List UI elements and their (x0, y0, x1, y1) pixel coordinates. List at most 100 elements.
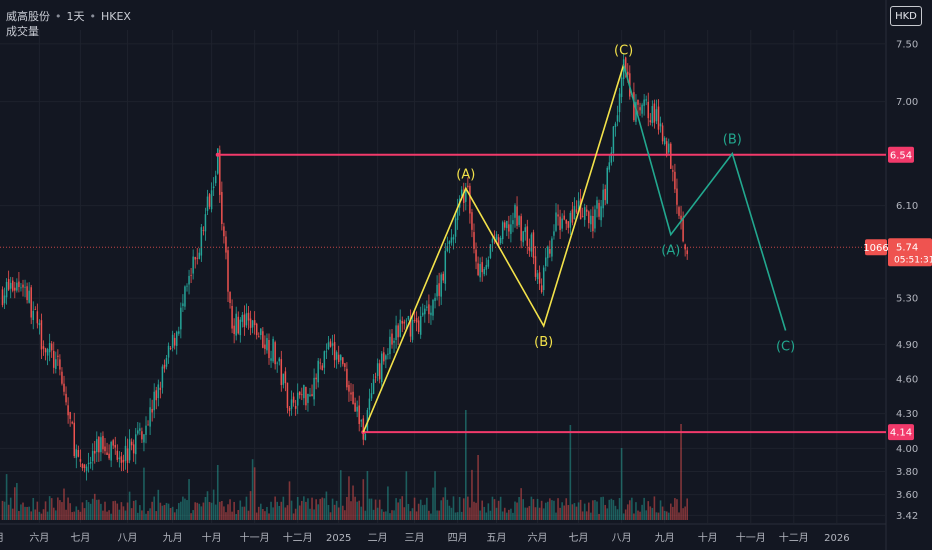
time-tick-label: 五月 (487, 532, 507, 544)
candle-body (424, 308, 426, 315)
candle-body (171, 334, 174, 348)
volume-bar (629, 500, 631, 520)
wave-label-teal[interactable]: (C) (776, 339, 795, 354)
volume-bar (372, 509, 375, 520)
interval-label[interactable]: 1天 (66, 10, 85, 23)
candle-body (292, 396, 295, 403)
horizontal-lines[interactable] (0, 152, 886, 435)
candle-body (450, 237, 453, 243)
candle-body (340, 355, 342, 361)
candle-body (602, 189, 604, 209)
candle-body (391, 333, 393, 345)
volume-bar (245, 496, 248, 520)
wave-label-teal[interactable]: (A) (661, 244, 680, 259)
candle-body (75, 449, 78, 458)
candle-body (241, 314, 244, 322)
candle-body (573, 206, 576, 220)
candle-body (163, 364, 166, 369)
candle-body (126, 448, 129, 463)
volume-bar (155, 511, 158, 520)
volume-bar (399, 498, 401, 520)
candle-body (604, 188, 606, 201)
candle-body (409, 318, 412, 337)
volume-bar (190, 513, 192, 520)
price-axis[interactable]: 7.50 7.00 6.10 5.30 4.90 4.60 4.30 4.00 3.80 3.60… (896, 39, 918, 522)
volume-bar (547, 501, 549, 520)
candle-body (305, 386, 307, 406)
price-tick-label: 3.80 (896, 467, 918, 478)
wave-drawings[interactable]: (A) (B) (C) (A) (B) (C) (362, 44, 795, 433)
candle-body (38, 323, 41, 326)
volume-bar (73, 511, 76, 520)
candle-body (151, 408, 153, 413)
candle-body (274, 342, 276, 365)
symbol-name[interactable]: 威高股份 (6, 10, 50, 23)
candle-body (426, 306, 428, 308)
currency-button[interactable]: HKD (890, 6, 922, 26)
volume-bar (436, 510, 438, 520)
wave-label-yellow[interactable]: (B) (534, 335, 553, 350)
candle-body (9, 282, 12, 289)
volume-bar (65, 509, 67, 520)
candle-body (356, 406, 358, 412)
candle-body (7, 279, 10, 290)
volume-bar (553, 500, 555, 520)
volume-bar (198, 503, 201, 520)
volume-bar (30, 511, 32, 520)
volume-bar (426, 497, 428, 520)
volume-bar (42, 509, 45, 520)
volume-bar (674, 498, 676, 520)
candle-body (303, 385, 305, 399)
wave-label-yellow[interactable]: (C) (614, 44, 633, 59)
candle-body (290, 399, 293, 409)
volume-bar (11, 508, 14, 520)
volume-indicator-label[interactable]: 成交量 (6, 25, 39, 38)
candle-body (499, 237, 502, 244)
horizontal-line-anchor[interactable] (215, 152, 220, 157)
volume-bar (163, 505, 166, 520)
volume-bar (376, 507, 379, 520)
volume-bar (34, 509, 37, 520)
candle-body (385, 355, 387, 360)
candle-body (428, 304, 430, 315)
volume-bar (407, 503, 410, 520)
volume-bar (577, 502, 580, 520)
candle-body (32, 310, 34, 321)
wave-yellow-line[interactable] (362, 64, 625, 433)
wave-label-yellow[interactable]: (A) (456, 167, 475, 182)
candle-body (479, 263, 481, 278)
wave-label-teal[interactable]: (B) (723, 133, 742, 148)
volume-bar (559, 507, 561, 520)
volume-bar (530, 496, 533, 520)
candle-body (610, 152, 613, 163)
candle-body (676, 188, 678, 205)
volume-bar (102, 510, 104, 520)
volume-bar (526, 507, 529, 520)
volume-bar (311, 497, 313, 520)
volume-bar (592, 500, 594, 520)
candle-body (299, 391, 301, 395)
time-tick-label: 2026 (824, 533, 849, 544)
candle-body (448, 241, 451, 245)
volume-bar (264, 511, 266, 520)
volume-bar (214, 504, 217, 520)
candle-body (1, 289, 4, 306)
candle-body (44, 348, 47, 353)
candle-body (465, 189, 467, 202)
candle-body (118, 457, 121, 460)
volume-bar (411, 508, 414, 520)
candle-body (112, 440, 114, 446)
volume-bar (93, 493, 96, 520)
volume-bar (499, 496, 502, 520)
time-axis[interactable]: 五月六月七月八月九月十月十一月十二月2025二月三月四月五月六月七月八月九月十月… (0, 531, 850, 544)
wave-teal-line[interactable] (622, 64, 787, 331)
volume-bar (501, 511, 504, 520)
candle-body (280, 359, 283, 386)
candle-body (147, 424, 149, 426)
candle-body (481, 262, 483, 273)
volume-bar (565, 498, 568, 520)
candle-body (668, 143, 670, 153)
candle-body (563, 215, 565, 220)
candle-body (231, 305, 233, 329)
